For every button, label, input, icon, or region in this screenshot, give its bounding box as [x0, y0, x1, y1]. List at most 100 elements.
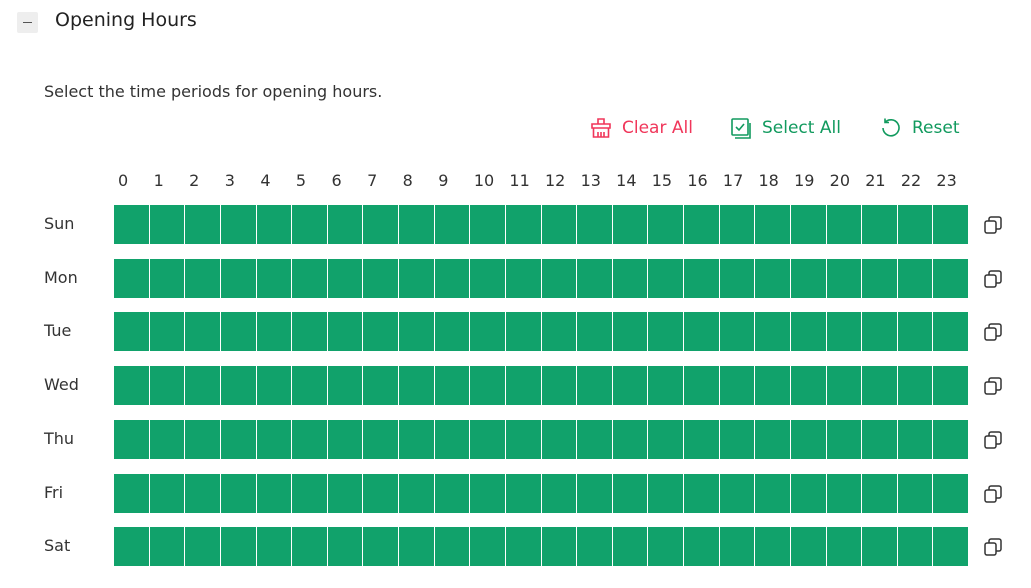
time-cell[interactable] — [790, 312, 827, 352]
time-cell[interactable] — [719, 366, 756, 406]
select-all-button[interactable]: Select All — [729, 116, 841, 140]
time-cell[interactable] — [505, 312, 542, 352]
time-cell[interactable] — [790, 258, 827, 298]
time-cell[interactable] — [363, 312, 399, 352]
time-cell[interactable] — [862, 366, 898, 406]
time-cell[interactable] — [149, 473, 186, 513]
time-cell[interactable] — [755, 527, 791, 567]
time-cell[interactable] — [577, 258, 613, 298]
time-cell[interactable] — [149, 527, 186, 567]
time-cell[interactable] — [292, 366, 328, 406]
time-cell[interactable] — [612, 258, 649, 298]
time-cell[interactable] — [862, 527, 898, 567]
time-cell[interactable] — [897, 527, 934, 567]
time-cell[interactable] — [897, 205, 934, 244]
time-cell[interactable] — [826, 312, 863, 352]
time-cell[interactable] — [541, 205, 578, 244]
time-cell[interactable] — [149, 419, 186, 459]
time-cell[interactable] — [434, 527, 471, 567]
time-cell[interactable] — [862, 258, 898, 298]
time-cell[interactable] — [577, 312, 613, 352]
time-cell[interactable] — [256, 366, 293, 406]
time-cell[interactable] — [363, 473, 399, 513]
time-cell[interactable] — [149, 258, 186, 298]
time-cell[interactable] — [256, 258, 293, 298]
time-cell[interactable] — [114, 473, 150, 513]
time-cell[interactable] — [434, 366, 471, 406]
time-cell[interactable] — [933, 205, 968, 244]
time-cell[interactable] — [220, 527, 257, 567]
time-cell[interactable] — [648, 527, 684, 567]
time-cell[interactable] — [470, 473, 506, 513]
time-cell[interactable] — [755, 419, 791, 459]
time-cell[interactable] — [363, 419, 399, 459]
time-cell[interactable] — [933, 366, 968, 406]
time-cell[interactable] — [541, 473, 578, 513]
time-cell[interactable] — [185, 205, 221, 244]
time-cell[interactable] — [933, 527, 968, 567]
time-cell[interactable] — [826, 258, 863, 298]
time-cell[interactable] — [790, 419, 827, 459]
time-cell[interactable] — [790, 366, 827, 406]
time-cell[interactable] — [897, 366, 934, 406]
time-cell[interactable] — [220, 205, 257, 244]
time-cell[interactable] — [541, 258, 578, 298]
time-cell[interactable] — [399, 366, 435, 406]
time-cell[interactable] — [684, 366, 720, 406]
time-cell[interactable] — [470, 258, 506, 298]
time-cell[interactable] — [114, 527, 150, 567]
time-cell[interactable] — [755, 473, 791, 513]
copy-button[interactable] — [983, 215, 1003, 235]
time-cell[interactable] — [648, 205, 684, 244]
time-cell[interactable] — [684, 473, 720, 513]
time-cell[interactable] — [862, 473, 898, 513]
time-cell[interactable] — [826, 205, 863, 244]
time-cell[interactable] — [826, 366, 863, 406]
time-cell[interactable] — [114, 312, 150, 352]
time-cell[interactable] — [577, 473, 613, 513]
time-cell[interactable] — [327, 419, 364, 459]
time-cell[interactable] — [505, 205, 542, 244]
time-cell[interactable] — [149, 366, 186, 406]
time-cell[interactable] — [648, 473, 684, 513]
time-cell[interactable] — [399, 258, 435, 298]
time-cell[interactable] — [541, 527, 578, 567]
time-cell[interactable] — [292, 205, 328, 244]
time-cell[interactable] — [577, 527, 613, 567]
copy-button[interactable] — [983, 376, 1003, 396]
time-cell[interactable] — [790, 473, 827, 513]
time-cell[interactable] — [719, 312, 756, 352]
time-cell[interactable] — [755, 312, 791, 352]
time-cell[interactable] — [541, 366, 578, 406]
time-cell[interactable] — [612, 205, 649, 244]
time-cell[interactable] — [256, 312, 293, 352]
time-cell[interactable] — [434, 205, 471, 244]
time-cell[interactable] — [648, 366, 684, 406]
time-cell[interactable] — [897, 312, 934, 352]
time-cell[interactable] — [292, 312, 328, 352]
time-cell[interactable] — [363, 205, 399, 244]
copy-button[interactable] — [983, 537, 1003, 557]
time-cell[interactable] — [577, 419, 613, 459]
time-cell[interactable] — [577, 366, 613, 406]
clear-all-button[interactable]: Clear All — [589, 116, 693, 140]
time-cell[interactable] — [505, 366, 542, 406]
time-cell[interactable] — [327, 258, 364, 298]
time-cell[interactable] — [399, 205, 435, 244]
time-cell[interactable] — [434, 312, 471, 352]
time-cell[interactable] — [256, 419, 293, 459]
time-cell[interactable] — [684, 258, 720, 298]
time-cell[interactable] — [719, 258, 756, 298]
time-cell[interactable] — [862, 205, 898, 244]
time-cell[interactable] — [719, 473, 756, 513]
time-cell[interactable] — [790, 205, 827, 244]
time-cell[interactable] — [292, 419, 328, 459]
time-cell[interactable] — [505, 419, 542, 459]
time-cell[interactable] — [363, 527, 399, 567]
time-cell[interactable] — [684, 419, 720, 459]
time-cell[interactable] — [114, 366, 150, 406]
time-cell[interactable] — [719, 205, 756, 244]
time-cell[interactable] — [114, 258, 150, 298]
time-cell[interactable] — [826, 419, 863, 459]
time-cell[interactable] — [256, 527, 293, 567]
